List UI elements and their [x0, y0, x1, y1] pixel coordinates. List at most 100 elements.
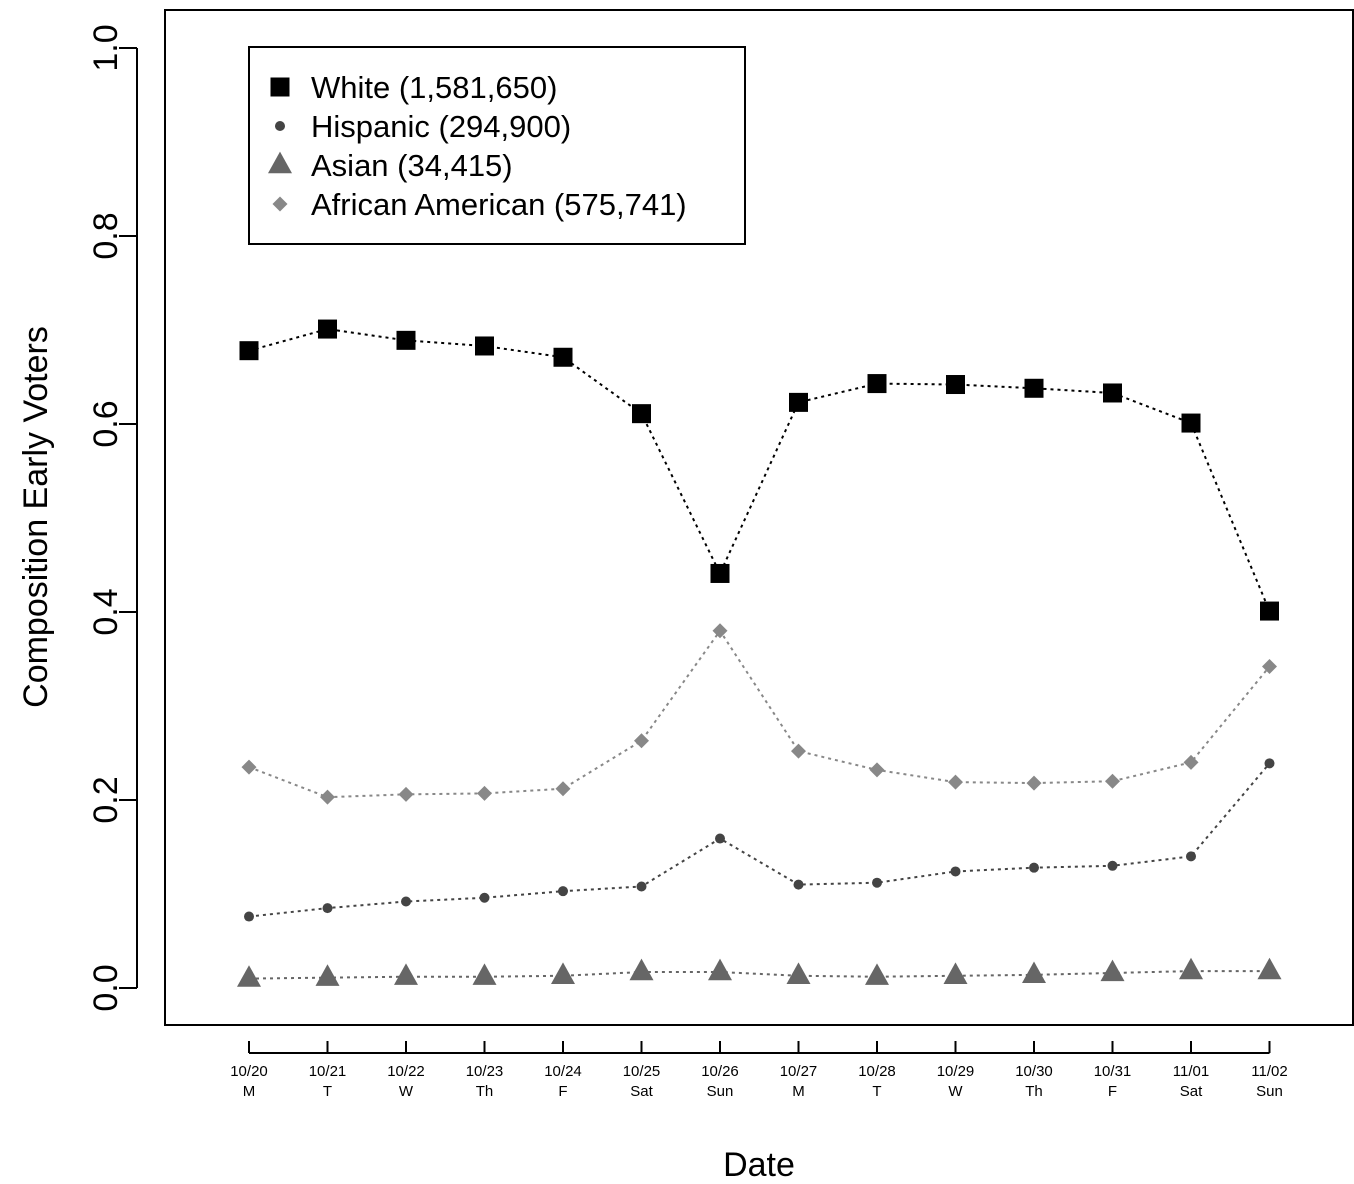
- data-point: [479, 892, 490, 903]
- legend-label: Asian (34,415): [311, 148, 513, 183]
- data-point: [1105, 773, 1120, 789]
- data-point: [708, 958, 732, 981]
- data-point: [1103, 383, 1122, 403]
- series-square: [239, 319, 1279, 621]
- legend-label: White (1,581,650): [311, 70, 557, 105]
- y-axis: 0.0 0.2 0.4 0.6 0.8 1.0: [87, 24, 138, 1012]
- y-tick-label: 1.0: [87, 24, 125, 71]
- y-tick-label: 0.4: [87, 588, 125, 635]
- x-tick-label-day: W: [948, 1083, 963, 1100]
- y-axis-title: Composition Early Voters: [17, 326, 55, 708]
- data-point: [551, 962, 575, 984]
- x-tick-label-date: 10/24: [544, 1063, 582, 1080]
- data-point: [865, 963, 889, 985]
- data-point: [244, 911, 254, 922]
- legend-marker: [272, 196, 288, 212]
- data-point: [1262, 659, 1277, 675]
- data-point: [872, 877, 882, 888]
- x-axis-title: Date: [723, 1146, 795, 1184]
- x-axis: 10/20 M 10/21 T 10/22 W 10/23 Th 10/24 F 10/25 Sat 1…: [230, 1041, 1288, 1100]
- legend-marker: [270, 77, 290, 97]
- data-point: [946, 375, 965, 395]
- y-tick-label: 0.8: [87, 212, 125, 259]
- legend-marker: [268, 151, 292, 174]
- x-tick-label-day: Sat: [630, 1083, 653, 1100]
- x-tick-label-date: 10/22: [387, 1063, 425, 1080]
- x-tick-label-day: M: [792, 1083, 805, 1100]
- x-tick-label-date: 10/26: [701, 1063, 739, 1080]
- data-point: [401, 896, 411, 907]
- series-line: [248, 629, 1271, 799]
- data-point: [1186, 851, 1196, 862]
- series-line: [248, 970, 1270, 980]
- series-line: [248, 762, 1271, 918]
- x-tick-label-day: F: [1108, 1083, 1117, 1100]
- data-point: [1260, 601, 1279, 621]
- x-tick-label-day: W: [399, 1083, 414, 1100]
- data-point: [634, 733, 649, 749]
- data-point: [1183, 754, 1199, 770]
- data-point: [396, 330, 416, 350]
- legend-marker: [275, 121, 285, 131]
- data-point: [793, 879, 804, 890]
- data-point: [1107, 860, 1118, 871]
- data-point: [636, 881, 647, 892]
- data-point: [555, 781, 571, 797]
- data-point: [477, 785, 492, 801]
- data-point: [1181, 413, 1201, 433]
- x-tick-label-date: 10/28: [858, 1063, 896, 1080]
- x-tick-label-day: T: [323, 1083, 332, 1100]
- series-circle: [244, 758, 1275, 922]
- x-tick-label-date: 10/31: [1094, 1063, 1132, 1080]
- data-point: [789, 392, 808, 412]
- series-triangle: [237, 957, 1282, 987]
- data-point: [632, 404, 651, 424]
- data-point: [943, 962, 968, 984]
- x-tick-label-day: F: [558, 1083, 567, 1100]
- data-point: [475, 336, 494, 356]
- series-layer: [237, 319, 1282, 987]
- data-point: [1022, 961, 1046, 984]
- data-point: [398, 786, 414, 802]
- data-point: [320, 789, 335, 805]
- data-point: [472, 963, 497, 985]
- data-point: [237, 965, 261, 987]
- series-line: [248, 328, 1271, 612]
- data-point: [1026, 775, 1042, 791]
- data-point: [950, 866, 961, 877]
- data-point: [715, 833, 725, 844]
- x-tick-label-date: 11/02: [1251, 1063, 1287, 1080]
- data-point: [786, 962, 811, 984]
- data-point: [322, 903, 333, 914]
- data-point: [710, 563, 730, 583]
- data-point: [239, 341, 259, 361]
- x-tick-label-date: 10/21: [309, 1063, 347, 1080]
- x-tick-label-day: Sun: [707, 1083, 734, 1100]
- x-tick-label-day: T: [872, 1083, 881, 1100]
- data-point: [1100, 959, 1125, 982]
- x-tick-label-day: Sat: [1180, 1083, 1203, 1100]
- data-point: [948, 774, 963, 790]
- data-point: [712, 623, 728, 639]
- y-tick-label: 0.6: [87, 400, 125, 447]
- x-tick-label-date: 10/29: [937, 1063, 975, 1080]
- x-tick-label-date: 10/30: [1015, 1063, 1053, 1080]
- data-point: [553, 347, 573, 367]
- x-tick-label-date: 10/25: [623, 1063, 661, 1080]
- data-point: [1179, 957, 1203, 980]
- data-point: [867, 374, 887, 394]
- y-tick-label: 0.0: [87, 964, 125, 1011]
- plot-frame: [164, 9, 1354, 1026]
- x-tick-label-day: M: [243, 1083, 256, 1100]
- data-point: [318, 319, 337, 339]
- data-point: [1024, 378, 1044, 398]
- data-point: [241, 759, 257, 775]
- data-point: [629, 958, 654, 981]
- data-point: [791, 743, 806, 759]
- x-tick-label-day: Th: [1025, 1083, 1043, 1100]
- series-diamond: [241, 623, 1277, 805]
- data-point: [394, 963, 418, 985]
- x-tick-label-day: Sun: [1256, 1083, 1283, 1100]
- x-tick-label-date: 10/23: [466, 1063, 504, 1080]
